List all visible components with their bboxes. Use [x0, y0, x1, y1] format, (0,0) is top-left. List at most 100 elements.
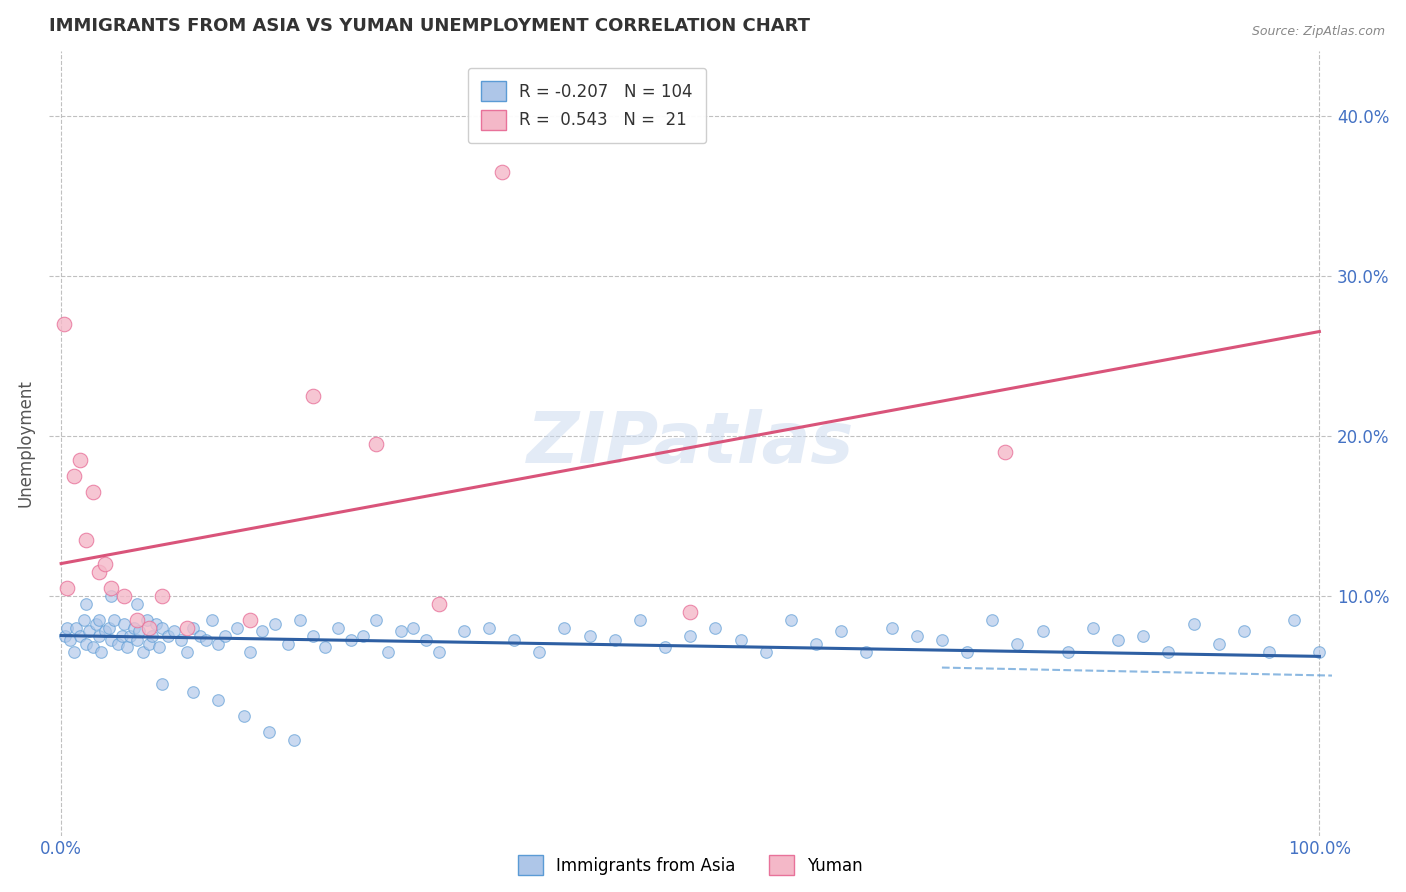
Point	[86, 617, 108, 632]
Point	[112, 617, 135, 632]
Point	[1182, 617, 1205, 632]
Point	[59, 633, 82, 648]
Point	[115, 640, 138, 654]
Text: Source: ZipAtlas.com: Source: ZipAtlas.com	[1251, 25, 1385, 38]
Point	[128, 624, 150, 638]
Point	[239, 644, 262, 658]
Point	[1157, 644, 1180, 658]
Point	[163, 624, 186, 638]
Point	[326, 621, 349, 635]
Point	[415, 633, 437, 648]
Point	[478, 621, 501, 635]
Point	[176, 621, 198, 635]
Point	[994, 444, 1017, 458]
Point	[94, 624, 117, 638]
Point	[257, 724, 280, 739]
Point	[654, 640, 676, 654]
Point	[150, 621, 173, 635]
Point	[804, 636, 827, 650]
Point	[141, 629, 163, 643]
Point	[603, 633, 626, 648]
Point	[138, 621, 160, 635]
Point	[188, 629, 211, 643]
Point	[148, 640, 170, 654]
Point	[103, 613, 125, 627]
Point	[226, 621, 249, 635]
Point	[427, 644, 450, 658]
Point	[77, 624, 100, 638]
Point	[120, 629, 142, 643]
Point	[290, 613, 312, 627]
Point	[402, 621, 425, 635]
Point	[214, 629, 236, 643]
Point	[780, 613, 803, 627]
Point	[283, 732, 305, 747]
Point	[389, 624, 412, 638]
Point	[56, 621, 79, 635]
Point	[201, 613, 224, 627]
Point	[1056, 644, 1078, 658]
Point	[170, 633, 193, 648]
Point	[112, 589, 135, 603]
Point	[87, 629, 110, 643]
Point	[132, 644, 155, 658]
Point	[503, 633, 526, 648]
Point	[830, 624, 852, 638]
Y-axis label: Unemployment: Unemployment	[17, 380, 35, 508]
Point	[491, 164, 513, 178]
Point	[730, 633, 752, 648]
Point	[87, 613, 110, 627]
Point	[135, 613, 157, 627]
Point	[529, 644, 551, 658]
Point	[1284, 613, 1306, 627]
Point	[125, 633, 148, 648]
Point	[301, 629, 323, 643]
Point	[314, 640, 336, 654]
Point	[679, 629, 702, 643]
Point	[94, 557, 117, 571]
Point	[679, 605, 702, 619]
Point	[1132, 629, 1154, 643]
Point	[100, 633, 122, 648]
Point	[553, 621, 575, 635]
Point	[75, 597, 97, 611]
Point	[1208, 636, 1230, 650]
Point	[301, 388, 323, 402]
Point	[207, 636, 229, 650]
Point	[578, 629, 600, 643]
Point	[264, 617, 287, 632]
Point	[97, 621, 120, 635]
Point	[125, 613, 148, 627]
Point	[65, 621, 87, 635]
Point	[138, 636, 160, 650]
Point	[880, 621, 903, 635]
Text: ZIPatlas: ZIPatlas	[527, 409, 853, 478]
Point	[956, 644, 979, 658]
Point	[239, 613, 262, 627]
Point	[82, 484, 104, 499]
Point	[453, 624, 475, 638]
Legend: Immigrants from Asia, Yuman: Immigrants from Asia, Yuman	[512, 848, 869, 882]
Point	[56, 581, 79, 595]
Point	[364, 613, 387, 627]
Point	[181, 684, 204, 698]
Point	[100, 581, 122, 595]
Point	[252, 624, 274, 638]
Point	[75, 636, 97, 650]
Point	[176, 644, 198, 658]
Point	[107, 636, 129, 650]
Point	[755, 644, 778, 658]
Point	[905, 629, 928, 643]
Point	[122, 621, 145, 635]
Point	[100, 589, 122, 603]
Point	[1081, 621, 1104, 635]
Point	[339, 633, 361, 648]
Point	[150, 589, 173, 603]
Point	[62, 644, 84, 658]
Point	[232, 708, 254, 723]
Point	[364, 436, 387, 450]
Point	[69, 629, 91, 643]
Point	[1233, 624, 1256, 638]
Point	[125, 597, 148, 611]
Point	[145, 617, 167, 632]
